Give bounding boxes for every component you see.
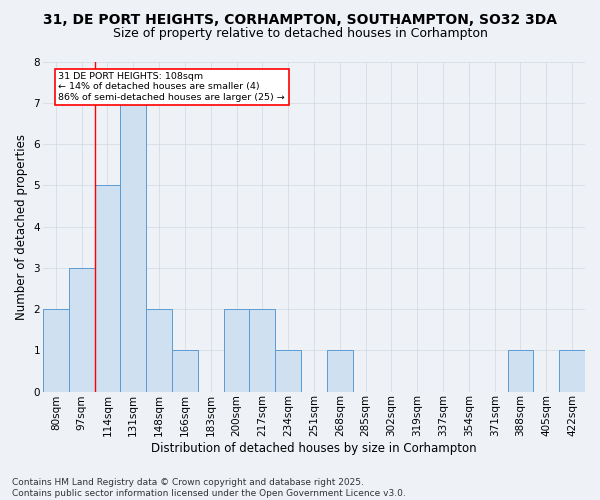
Text: 31, DE PORT HEIGHTS, CORHAMPTON, SOUTHAMPTON, SO32 3DA: 31, DE PORT HEIGHTS, CORHAMPTON, SOUTHAM… (43, 12, 557, 26)
Text: Size of property relative to detached houses in Corhampton: Size of property relative to detached ho… (113, 28, 487, 40)
Bar (275, 350, 301, 392)
Bar (121, 103, 146, 392)
X-axis label: Distribution of detached houses by size in Corhampton: Distribution of detached houses by size … (151, 442, 477, 455)
Bar (327, 350, 353, 392)
Bar (559, 350, 585, 392)
Text: 31 DE PORT HEIGHTS: 108sqm
← 14% of detached houses are smaller (4)
86% of semi-: 31 DE PORT HEIGHTS: 108sqm ← 14% of deta… (58, 72, 285, 102)
Bar (95, 186, 121, 392)
Bar (69, 268, 95, 392)
Bar (43, 309, 69, 392)
Bar (146, 309, 172, 392)
Bar (224, 309, 250, 392)
Text: Contains HM Land Registry data © Crown copyright and database right 2025.
Contai: Contains HM Land Registry data © Crown c… (12, 478, 406, 498)
Y-axis label: Number of detached properties: Number of detached properties (15, 134, 28, 320)
Bar (172, 350, 198, 392)
Bar (250, 309, 275, 392)
Bar (508, 350, 533, 392)
